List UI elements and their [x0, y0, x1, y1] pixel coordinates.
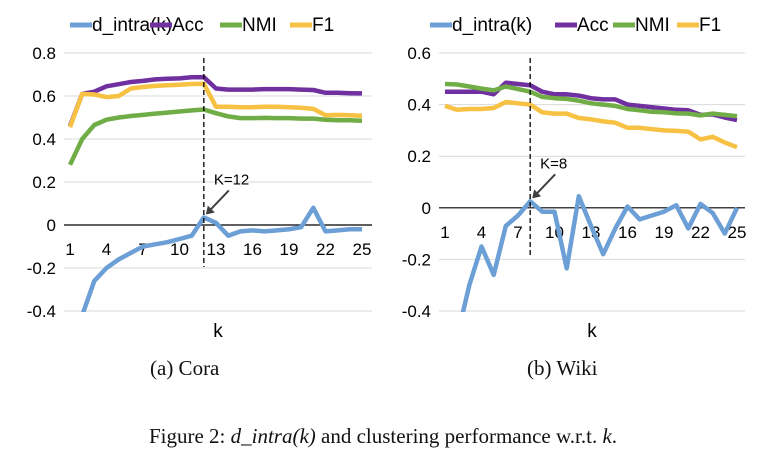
y-tick-label: -0.2: [402, 250, 431, 269]
y-tick-label: 0.6: [32, 87, 56, 106]
caption-suffix: .: [611, 424, 618, 448]
x-tick-label: 7: [138, 240, 147, 259]
y-tick-label: -0.2: [27, 259, 56, 278]
x-tick-label: 7: [513, 223, 522, 242]
caption-math-dintra: d_intra(k): [230, 424, 316, 448]
y-tick-label: -0.4: [402, 302, 431, 321]
subfigure-caption-cora: (a) Cora: [150, 356, 220, 380]
legend-label: NMI: [242, 15, 277, 36]
x-tick-label: 22: [691, 223, 710, 242]
arrow-head-icon: [532, 189, 542, 199]
y-tick-label: 0.2: [32, 173, 56, 192]
series-line-f1: [444, 99, 738, 150]
chart-cora: 0.8 0.6 0.4 0.2 0 -0.2 -0.4 1 4 7 10 13 16 19 22 25 k d_i…: [27, 15, 372, 342]
series-line-d_intra: [80, 205, 362, 312]
arrow-head-icon: [205, 205, 215, 215]
y-tick-label: 0.4: [32, 130, 56, 149]
series-line-f1: [67, 81, 363, 128]
x-tick-label: 13: [207, 240, 226, 259]
series-line-nmi: [67, 107, 363, 166]
x-tick-label: 16: [243, 240, 262, 259]
y-tick-label: 0: [47, 216, 56, 235]
series-line-d_intra: [460, 193, 740, 312]
series-line-acc: [67, 74, 363, 127]
annotation-arrow: [207, 189, 230, 214]
legend-label: d_intra(k): [452, 15, 532, 36]
y-tick-label: 0.4: [407, 96, 431, 115]
caption-middle: and clustering performance w.r.t.: [315, 424, 603, 448]
x-tick-label: 16: [618, 223, 637, 242]
y-tick-label: 0.8: [32, 44, 56, 63]
figure-caption: Figure 2: d_intra(k) and clustering perf…: [0, 424, 766, 449]
annotation-label: K=8: [540, 155, 567, 172]
annotation-label: K=12: [214, 171, 249, 188]
y-tick-label: 0.2: [407, 147, 431, 166]
y-tick-label: 0: [422, 199, 431, 218]
x-tick-label: 4: [102, 240, 111, 259]
legend-label: Acc: [172, 15, 204, 36]
legend-label: d_intra(k): [92, 15, 172, 36]
caption-math-k: k: [602, 424, 612, 448]
x-tick-label: 10: [170, 240, 189, 259]
legend-label: F1: [699, 15, 721, 36]
x-tick-label: 19: [655, 223, 674, 242]
x-tick-label: 1: [440, 223, 449, 242]
x-tick-label: 25: [353, 240, 372, 259]
x-tick-label: 22: [316, 240, 335, 259]
y-tick-label: 0.6: [407, 44, 431, 63]
y-tick-label: -0.4: [27, 302, 56, 321]
x-axis-label: k: [213, 321, 223, 342]
subfigure-caption-wiki: (b) Wiki: [527, 356, 598, 380]
legend-label: F1: [312, 15, 334, 36]
x-tick-label: 4: [477, 223, 486, 242]
series-line-nmi: [444, 81, 738, 119]
x-axis-label: k: [587, 321, 597, 342]
annotation-arrow: [533, 173, 556, 198]
chart-wiki: 0.60.40.20-0.2-0.41 4 7 10 13 16 19 22 25kd_intr…: [402, 15, 747, 342]
series-line-acc: [445, 80, 738, 123]
x-tick-label: 25: [728, 223, 747, 242]
x-tick-label: 1: [65, 240, 74, 259]
legend-label: Acc: [577, 15, 609, 36]
legend-label: NMI: [635, 15, 670, 36]
caption-prefix: Figure 2:: [148, 424, 231, 448]
x-tick-label: 19: [280, 240, 299, 259]
